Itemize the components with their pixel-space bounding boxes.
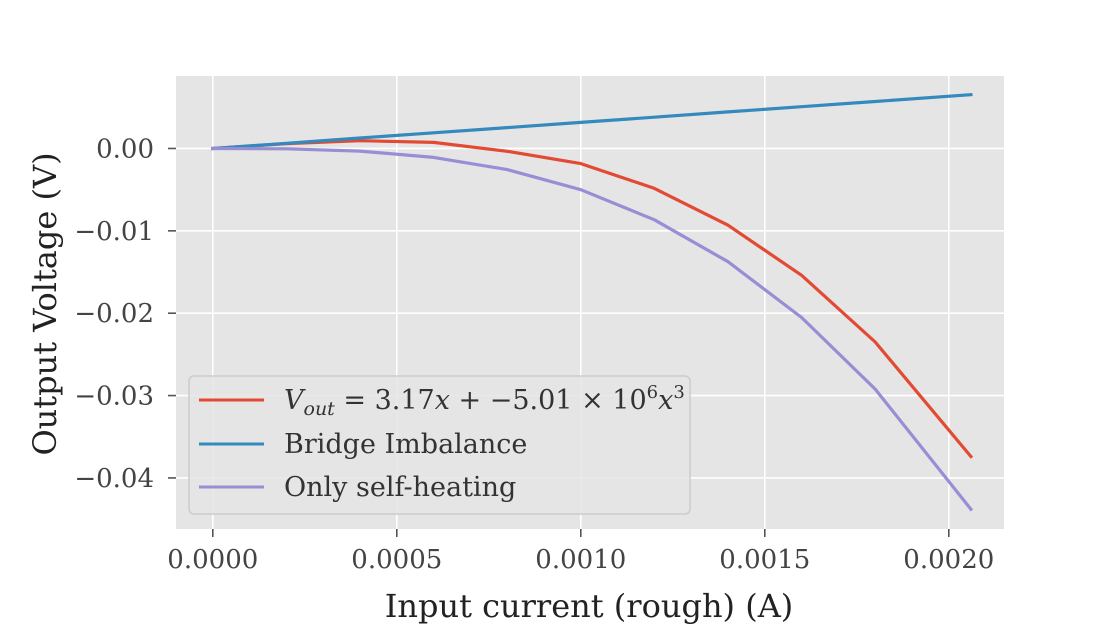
x-tick-label: 0.0005 [351, 545, 442, 575]
x-tick-label: 0.0020 [903, 545, 994, 575]
y-tick-label: −0.02 [74, 299, 154, 329]
y-axis-ticks: 0.00 −0.01 −0.02 −0.03 −0.04 [74, 134, 176, 494]
legend-label-model: Vout = 3.17x + −5.01 × 106x3 [284, 382, 685, 420]
y-tick-label: −0.03 [74, 382, 154, 412]
x-axis-ticks: 0.0000 0.0005 0.0010 0.0015 0.0020 [167, 529, 994, 575]
legend-label-self-heating: Only self-heating [284, 472, 516, 503]
series-lines [211, 92, 974, 512]
series-line-self-heating [211, 146, 974, 512]
legend: Vout = 3.17x + −5.01 × 106x3 Bridge Imba… [188, 375, 691, 515]
x-tick-label: 0.0010 [535, 545, 626, 575]
y-axis-label: Output Voltage (V) [26, 152, 64, 455]
legend-label-bridge-imbalance: Bridge Imbalance [284, 429, 527, 460]
y-tick-label: 0.00 [96, 134, 154, 164]
x-tick-label: 0.0000 [167, 545, 258, 575]
y-tick-label: −0.04 [74, 464, 154, 494]
series-line-model [211, 139, 974, 459]
series-line-bridge-imbalance [211, 92, 973, 151]
x-tick-label: 0.0015 [719, 545, 810, 575]
legend-box [188, 375, 691, 515]
x-axis-label: Input current (rough) (A) [385, 587, 794, 625]
y-tick-label: −0.01 [74, 217, 154, 247]
